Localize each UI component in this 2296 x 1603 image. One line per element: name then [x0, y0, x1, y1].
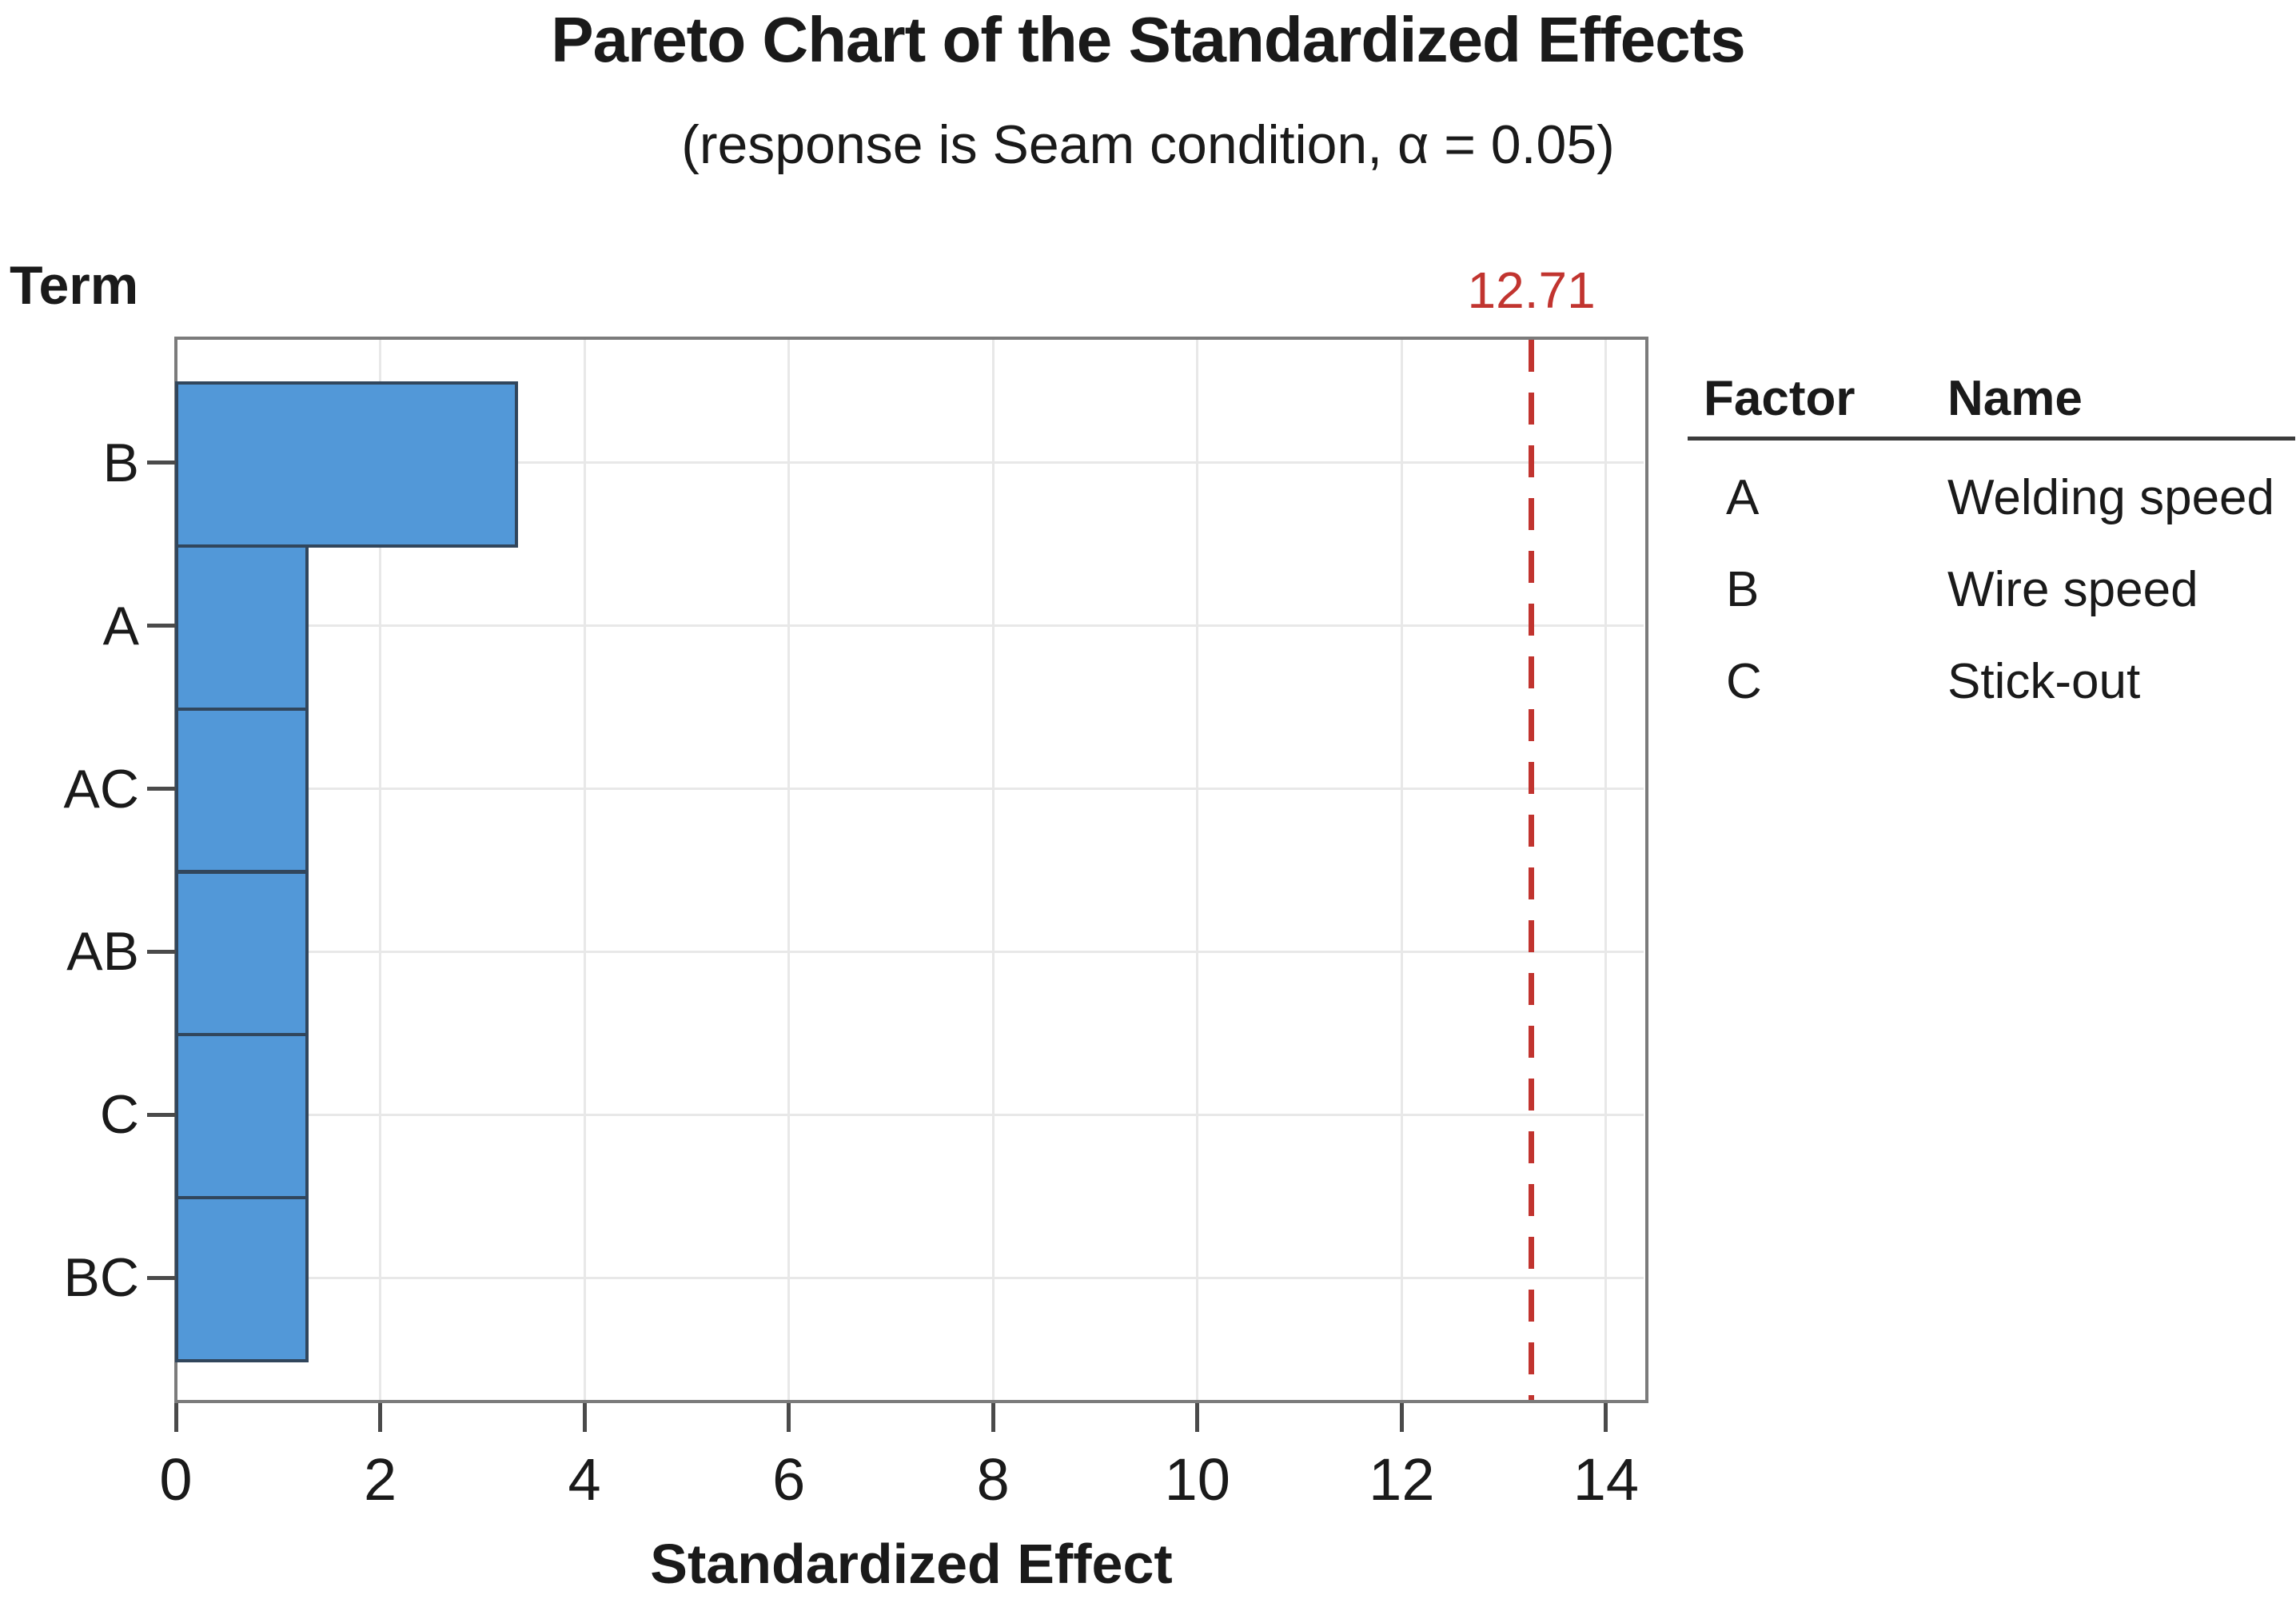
gridline-horizontal: [179, 950, 1644, 953]
x-tick-10: [1195, 1403, 1200, 1432]
legend-factor-A: A: [1726, 470, 1760, 525]
factor-legend: Factor Name A Welding speed B Wire speed C St…: [1688, 360, 2295, 728]
bar-C: [175, 1033, 309, 1200]
legend-header-name: Name: [1947, 370, 2083, 426]
gridline-horizontal: [179, 1113, 1644, 1116]
reference-line: [1529, 340, 1535, 1400]
chart-subtitle: (response is Seam condition, α = 0.05): [681, 114, 1615, 175]
x-tick-label-0: 0: [159, 1446, 193, 1513]
y-tick-BC: [147, 1275, 176, 1280]
gridline-vertical: [991, 340, 995, 1400]
gridline-vertical: [1400, 340, 1403, 1400]
legend-factor-B: B: [1726, 562, 1760, 617]
x-tick-8: [991, 1403, 995, 1432]
x-tick-14: [1604, 1403, 1608, 1432]
x-tick-label-12: 12: [1369, 1446, 1435, 1513]
y-tick-label-B: B: [102, 432, 139, 493]
gridline-horizontal: [179, 1276, 1644, 1279]
y-tick-label-AC: AC: [63, 758, 139, 819]
x-axis-title: Standardized Effect: [650, 1533, 1173, 1595]
y-tick-B: [147, 461, 176, 465]
gridline-horizontal: [179, 788, 1644, 791]
x-tick-12: [1399, 1403, 1404, 1432]
bar-AC: [175, 707, 309, 874]
y-tick-label-C: C: [99, 1084, 139, 1146]
legend-rows: A Welding speed B Wire speed C Stick-out: [1688, 441, 2295, 728]
gridline-horizontal: [179, 624, 1644, 628]
bar-BC: [175, 1196, 309, 1362]
x-tick-label-14: 14: [1573, 1446, 1640, 1513]
bar-A: [175, 544, 309, 711]
x-tick-label-8: 8: [976, 1446, 1010, 1513]
chart-title: Pareto Chart of the Standardized Effects: [551, 4, 1746, 75]
reference-line-label: 12.71: [1467, 261, 1596, 319]
y-tick-AC: [147, 787, 176, 792]
gridline-vertical: [379, 340, 382, 1400]
legend-header: Factor Name: [1688, 360, 2295, 441]
x-tick-label-4: 4: [568, 1446, 601, 1513]
legend-name-C: Stick-out: [1947, 654, 2141, 709]
y-tick-A: [147, 624, 176, 628]
x-tick-label-2: 2: [363, 1446, 397, 1513]
y-tick-C: [147, 1112, 176, 1117]
y-tick-label-AB: AB: [66, 921, 139, 983]
gridline-vertical: [787, 340, 791, 1400]
y-tick-label-A: A: [102, 595, 139, 656]
gridline-vertical: [1604, 340, 1608, 1400]
x-tick-label-10: 10: [1164, 1446, 1230, 1513]
x-tick-4: [582, 1403, 587, 1432]
x-tick-2: [378, 1403, 383, 1432]
gridline-horizontal: [179, 461, 1644, 465]
bar-AB: [175, 870, 309, 1037]
gridline-vertical: [583, 340, 586, 1400]
y-tick-AB: [147, 949, 176, 954]
x-tick-6: [787, 1403, 791, 1432]
legend-name-A: Welding speed: [1947, 470, 2275, 525]
y-tick-label-BC: BC: [63, 1247, 139, 1309]
legend-header-factor: Factor: [1704, 370, 1856, 426]
x-tick-label-6: 6: [772, 1446, 806, 1513]
bar-B: [175, 381, 519, 548]
y-axis-title: Term: [10, 255, 139, 316]
legend-name-B: Wire speed: [1947, 562, 2198, 617]
legend-factor-C: C: [1726, 654, 1762, 709]
x-tick-0: [173, 1403, 178, 1432]
gridline-vertical: [1196, 340, 1199, 1400]
